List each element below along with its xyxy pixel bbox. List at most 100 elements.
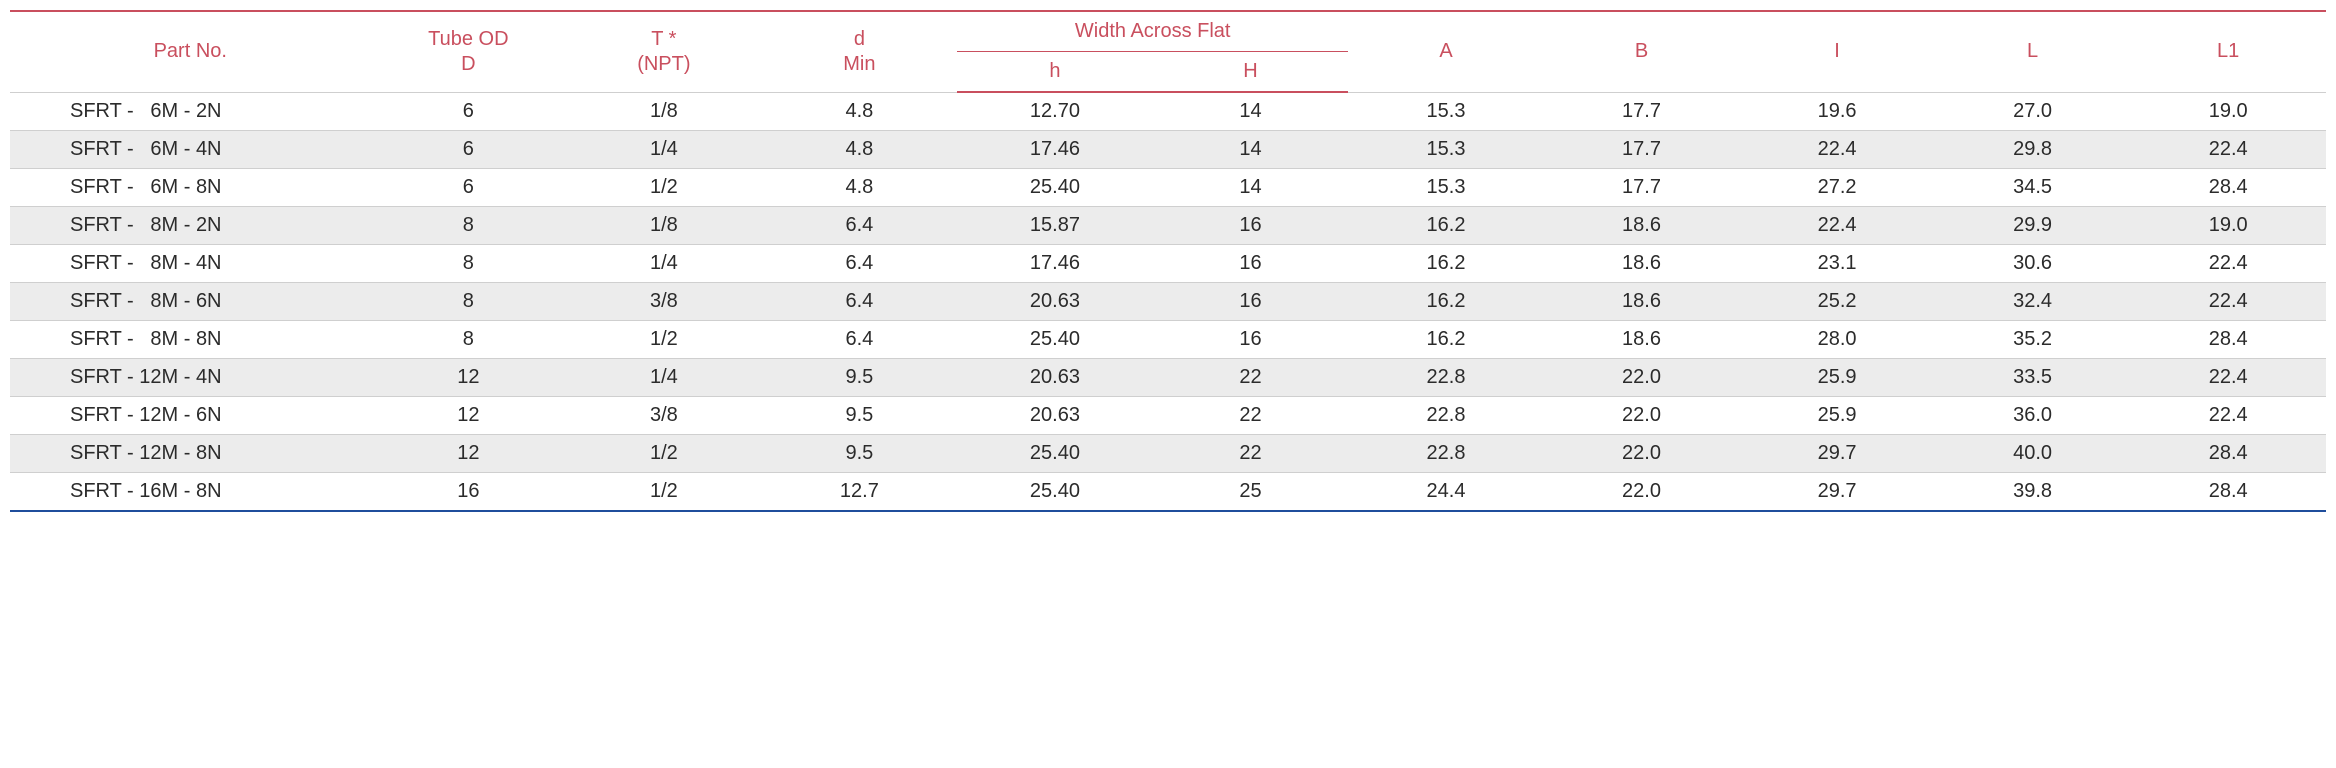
cell-l: 40.0	[1935, 435, 2131, 473]
cell-d: 9.5	[762, 435, 958, 473]
cell-l1: 28.4	[2130, 321, 2326, 359]
cell-h: 20.63	[957, 397, 1153, 435]
table-row: SFRT - 12M - 6N123/89.520.632222.822.025…	[10, 397, 2326, 435]
cell-d: 6	[371, 169, 567, 207]
cell-h: 17.46	[957, 245, 1153, 283]
cell-d: 12.7	[762, 473, 958, 512]
table-row: SFRT - 8M - 8N81/26.425.401616.218.628.0…	[10, 321, 2326, 359]
cell-a: 15.3	[1348, 169, 1544, 207]
cell-b: 18.6	[1544, 245, 1740, 283]
cell-b: 17.7	[1544, 92, 1740, 131]
cell-d: 4.8	[762, 131, 958, 169]
cell-i: 23.1	[1739, 245, 1935, 283]
col-d-top: d	[766, 27, 954, 52]
table-row: SFRT - 6M - 4N61/44.817.461415.317.722.4…	[10, 131, 2326, 169]
cell-d: 6.4	[762, 321, 958, 359]
cell-t: 3/8	[566, 283, 762, 321]
cell-h: 16	[1153, 283, 1349, 321]
table-row: SFRT - 16M - 8N161/212.725.402524.422.02…	[10, 473, 2326, 512]
cell-i: 25.2	[1739, 283, 1935, 321]
cell-a: 16.2	[1348, 283, 1544, 321]
col-t-bot: (NPT)	[570, 52, 758, 77]
table-row: SFRT - 12M - 4N121/49.520.632222.822.025…	[10, 359, 2326, 397]
cell-l: 32.4	[1935, 283, 2131, 321]
col-part-no: Part No.	[10, 11, 371, 92]
cell-h: 15.87	[957, 207, 1153, 245]
cell-a: 15.3	[1348, 131, 1544, 169]
cell-t: 1/8	[566, 92, 762, 131]
col-tube-od-bot: D	[375, 52, 563, 77]
cell-a: 16.2	[1348, 245, 1544, 283]
cell-l: 39.8	[1935, 473, 2131, 512]
cell-h: 22	[1153, 359, 1349, 397]
cell-a: 16.2	[1348, 321, 1544, 359]
cell-l1: 22.4	[2130, 245, 2326, 283]
table-row: SFRT - 8M - 4N81/46.417.461616.218.623.1…	[10, 245, 2326, 283]
cell-t: 1/4	[566, 359, 762, 397]
cell-h: 14	[1153, 92, 1349, 131]
cell-t: 1/2	[566, 473, 762, 512]
cell-h: 17.46	[957, 131, 1153, 169]
cell-i: 29.7	[1739, 435, 1935, 473]
cell-d: 6.4	[762, 283, 958, 321]
cell-part-no: SFRT - 6M - 8N	[10, 169, 371, 207]
cell-i: 29.7	[1739, 473, 1935, 512]
cell-l1: 19.0	[2130, 207, 2326, 245]
cell-h: 20.63	[957, 359, 1153, 397]
cell-part-no: SFRT - 8M - 6N	[10, 283, 371, 321]
cell-h: 25	[1153, 473, 1349, 512]
cell-d: 9.5	[762, 397, 958, 435]
cell-b: 22.0	[1544, 359, 1740, 397]
cell-l: 29.9	[1935, 207, 2131, 245]
cell-l: 33.5	[1935, 359, 2131, 397]
cell-d: 6	[371, 131, 567, 169]
col-i: I	[1739, 11, 1935, 92]
cell-l1: 28.4	[2130, 169, 2326, 207]
cell-h: 16	[1153, 321, 1349, 359]
cell-l1: 22.4	[2130, 359, 2326, 397]
cell-a: 15.3	[1348, 92, 1544, 131]
cell-d: 6.4	[762, 207, 958, 245]
cell-d: 12	[371, 397, 567, 435]
cell-d: 12	[371, 359, 567, 397]
cell-b: 22.0	[1544, 473, 1740, 512]
cell-part-no: SFRT - 12M - 6N	[10, 397, 371, 435]
cell-part-no: SFRT - 6M - 4N	[10, 131, 371, 169]
col-t-top: T *	[570, 27, 758, 52]
cell-h: 22	[1153, 435, 1349, 473]
col-t: T * (NPT)	[566, 11, 762, 92]
cell-a: 24.4	[1348, 473, 1544, 512]
cell-a: 22.8	[1348, 359, 1544, 397]
cell-h: 25.40	[957, 473, 1153, 512]
cell-part-no: SFRT - 12M - 4N	[10, 359, 371, 397]
cell-i: 22.4	[1739, 131, 1935, 169]
cell-t: 1/4	[566, 131, 762, 169]
col-d-bot: Min	[766, 52, 954, 77]
cell-d: 8	[371, 321, 567, 359]
cell-t: 3/8	[566, 397, 762, 435]
cell-h: 16	[1153, 245, 1349, 283]
table-header: Part No. Tube OD D T * (NPT) d Min Width…	[10, 11, 2326, 92]
cell-b: 17.7	[1544, 169, 1740, 207]
cell-d: 6	[371, 92, 567, 131]
table-body: SFRT - 6M - 2N61/84.812.701415.317.719.6…	[10, 92, 2326, 511]
cell-d: 12	[371, 435, 567, 473]
cell-l: 30.6	[1935, 245, 2131, 283]
cell-d: 8	[371, 283, 567, 321]
cell-l: 36.0	[1935, 397, 2131, 435]
cell-l1: 19.0	[2130, 92, 2326, 131]
cell-l1: 22.4	[2130, 283, 2326, 321]
cell-d: 8	[371, 245, 567, 283]
cell-l: 27.0	[1935, 92, 2131, 131]
spec-table: Part No. Tube OD D T * (NPT) d Min Width…	[10, 10, 2326, 512]
cell-l: 34.5	[1935, 169, 2131, 207]
cell-d: 6.4	[762, 245, 958, 283]
table-row: SFRT - 6M - 2N61/84.812.701415.317.719.6…	[10, 92, 2326, 131]
col-l1: L1	[2130, 11, 2326, 92]
cell-i: 22.4	[1739, 207, 1935, 245]
cell-i: 28.0	[1739, 321, 1935, 359]
cell-h: 20.63	[957, 283, 1153, 321]
cell-i: 19.6	[1739, 92, 1935, 131]
cell-t: 1/2	[566, 321, 762, 359]
cell-d: 4.8	[762, 92, 958, 131]
